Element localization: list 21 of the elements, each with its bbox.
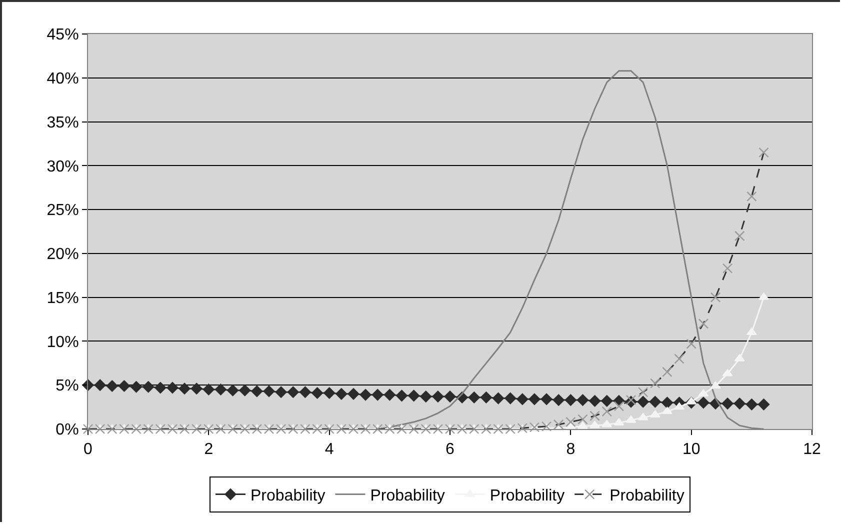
x-tick-label: 4	[324, 441, 334, 458]
x-tick-label: 6	[446, 441, 455, 458]
legend-label: Probability	[250, 488, 326, 505]
y-tick-label: 40%	[46, 70, 79, 88]
y-tick-label: 35%	[46, 114, 79, 132]
y-tick-label: 20%	[46, 246, 79, 264]
x-tick-label: 2	[204, 441, 214, 458]
y-tick-label: 30%	[46, 158, 79, 176]
y-tick-label: 10%	[46, 334, 79, 351]
y-tick-label: 0%	[56, 422, 79, 439]
legend-label: Probability	[370, 488, 445, 505]
y-tick-label: 5%	[56, 378, 79, 395]
y-tick-label: 25%	[46, 202, 79, 220]
x-tick-label: 10	[682, 441, 700, 458]
x-tick-label: 12	[803, 441, 821, 458]
x-tick-label: 0	[84, 441, 93, 458]
y-tick-label: 45%	[46, 26, 79, 44]
legend-label: Probability	[610, 488, 684, 505]
legend-label: Probability	[490, 488, 565, 505]
y-tick-label: 15%	[46, 290, 79, 307]
x-tick-label: 8	[566, 441, 576, 458]
